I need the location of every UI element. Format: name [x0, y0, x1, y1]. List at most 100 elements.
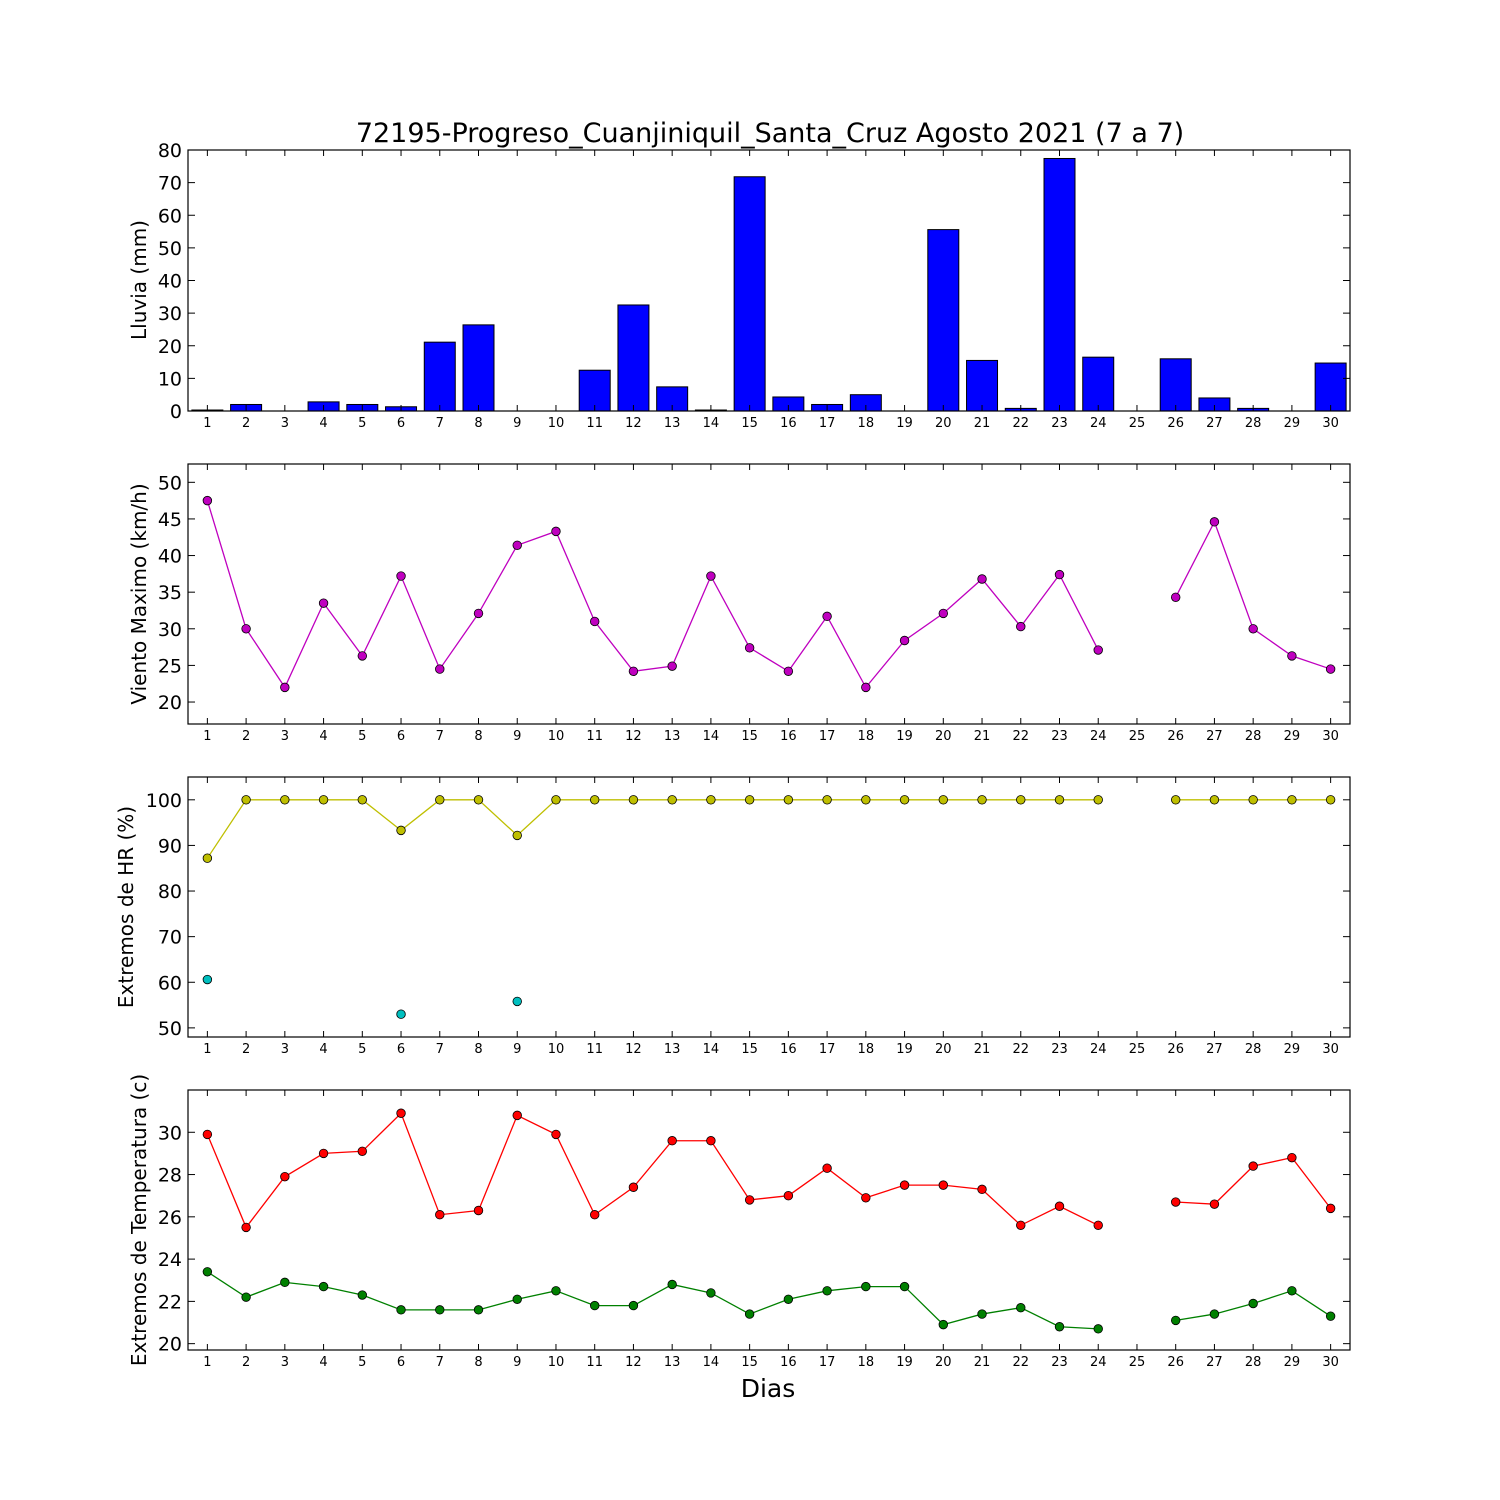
rain-x-tick-label: 3	[281, 416, 289, 431]
rain-x-tick-label: 16	[780, 416, 797, 431]
wind-x-tick-label: 19	[896, 729, 913, 744]
wind-x-tick-label: 26	[1167, 729, 1184, 744]
wind-x-tick-label: 20	[935, 729, 952, 744]
temperature-temp-min-point	[396, 1305, 406, 1315]
rain-x-tick-label: 20	[935, 416, 952, 431]
wind-wind-point	[1093, 645, 1103, 655]
humidity-hr-max-point	[861, 795, 871, 805]
rain-x-tick-label: 11	[586, 416, 603, 431]
humidity-hr-max-point	[783, 795, 794, 805]
temperature-temp-max-point	[1054, 1201, 1065, 1211]
temperature-y-tick-label: 20	[158, 1334, 182, 1356]
rain-x-tick-label: 1	[203, 416, 211, 431]
temperature-temp-min-point	[744, 1309, 755, 1319]
wind-wind-point	[1248, 624, 1258, 634]
temperature-x-tick-label: 9	[513, 1355, 521, 1370]
wind-wind-point	[783, 666, 794, 676]
temperature-y-tick-label: 22	[158, 1291, 182, 1313]
wind-x-tick-label: 5	[358, 729, 366, 744]
humidity-x-tick-label: 17	[819, 1042, 836, 1057]
temperature-temp-max-line	[206, 1112, 1099, 1229]
humidity-hr-max-point	[435, 795, 445, 805]
wind-x-tick-label: 27	[1206, 729, 1223, 744]
humidity-x-tick-label: 5	[358, 1042, 366, 1057]
humidity-x-tick-label: 6	[397, 1042, 405, 1057]
rain-x-tick-label: 12	[625, 416, 642, 431]
humidity-axes-frame	[187, 776, 1351, 1038]
rain-x-tick-label: 13	[664, 416, 681, 431]
temperature-x-tick-label: 5	[358, 1355, 366, 1370]
humidity-x-tick-label: 10	[548, 1042, 565, 1057]
wind-x-tick-label: 4	[319, 729, 327, 744]
wind-y-tick-label: 20	[158, 692, 182, 714]
rain-y-tick-label: 70	[158, 173, 182, 195]
humidity-hr-max-point	[899, 795, 910, 805]
temperature-temp-min-point	[551, 1286, 561, 1296]
temperature-axes-frame	[187, 1089, 1351, 1351]
rain-x-tick-label: 19	[896, 416, 913, 431]
wind-x-tick-label: 30	[1322, 729, 1339, 744]
temperature-temp-min-point	[280, 1277, 290, 1288]
wind-y-tick-label: 25	[158, 655, 182, 677]
x-axis-label: Dias	[741, 1374, 796, 1403]
temperature-temp-min-point	[1287, 1286, 1297, 1296]
wind-x-tick-label: 21	[974, 729, 991, 744]
wind-wind-point	[628, 666, 639, 676]
wind-x-tick-label: 12	[625, 729, 642, 744]
rain-x-tick-label: 21	[974, 416, 991, 431]
wind-y-axis-label: Viento Maximo (km/h)	[127, 483, 151, 704]
wind-x-tick-label: 6	[397, 729, 405, 744]
rain-y-tick-label: 20	[158, 336, 182, 358]
humidity-hr-max-point	[202, 853, 213, 863]
humidity-x-tick-label: 16	[780, 1042, 797, 1057]
rain-x-tick-label: 4	[319, 416, 327, 431]
rain-x-tick-label: 6	[397, 416, 405, 431]
temperature-x-tick-label: 21	[974, 1355, 991, 1370]
temperature-temp-min-point	[1209, 1309, 1220, 1319]
rain-y-tick-label: 0	[170, 401, 182, 423]
humidity-x-tick-label: 4	[319, 1042, 327, 1057]
temperature-temp-max-point	[1016, 1220, 1026, 1230]
humidity-x-tick-label: 11	[586, 1042, 603, 1057]
wind-wind-point	[977, 574, 987, 584]
temperature-temp-min-point	[1170, 1315, 1181, 1326]
wind-x-tick-label: 7	[436, 729, 444, 744]
temperature-x-tick-label: 20	[935, 1355, 952, 1370]
temperature-temp-min-point	[435, 1305, 445, 1315]
temperature-x-tick-label: 6	[397, 1355, 405, 1370]
rain-y-tick-label: 10	[158, 368, 182, 390]
humidity-x-tick-label: 28	[1245, 1042, 1262, 1057]
wind-x-tick-label: 14	[703, 729, 720, 744]
temperature-temp-max-point	[1093, 1220, 1103, 1230]
temperature-x-tick-label: 11	[586, 1355, 603, 1370]
rain-rain-bar	[1082, 356, 1115, 412]
rain-rain-bar	[733, 176, 766, 412]
rain-x-tick-label: 8	[474, 416, 482, 431]
humidity-hr-max-point	[512, 830, 522, 841]
wind-y-tick-label: 40	[158, 546, 182, 568]
temperature-temp-min-point	[590, 1300, 600, 1311]
temperature-x-tick-label: 28	[1245, 1355, 1262, 1370]
temperature-x-tick-label: 13	[664, 1355, 681, 1370]
temperature-y-tick-label: 24	[158, 1249, 182, 1271]
wind-x-tick-label: 23	[1051, 729, 1068, 744]
temperature-temp-min-point	[861, 1281, 871, 1292]
temperature-temp-min-point	[1248, 1298, 1258, 1309]
rain-y-tick-label: 60	[158, 205, 182, 227]
humidity-hr-max-point	[744, 795, 755, 805]
temperature-temp-max-point	[706, 1136, 716, 1146]
temperature-temp-max-point	[1170, 1197, 1181, 1207]
wind-x-tick-label: 18	[858, 729, 875, 744]
wind-wind-point	[938, 608, 949, 619]
wind-wind-line	[206, 500, 1099, 689]
temperature-temp-min-line	[207, 1271, 1099, 1330]
wind-wind-point	[551, 526, 561, 537]
temperature-temp-max-point	[1287, 1152, 1297, 1163]
temperature-temp-min-point	[667, 1279, 677, 1290]
temperature-x-tick-label: 10	[548, 1355, 565, 1370]
temperature-temp-min-point	[1016, 1303, 1026, 1313]
